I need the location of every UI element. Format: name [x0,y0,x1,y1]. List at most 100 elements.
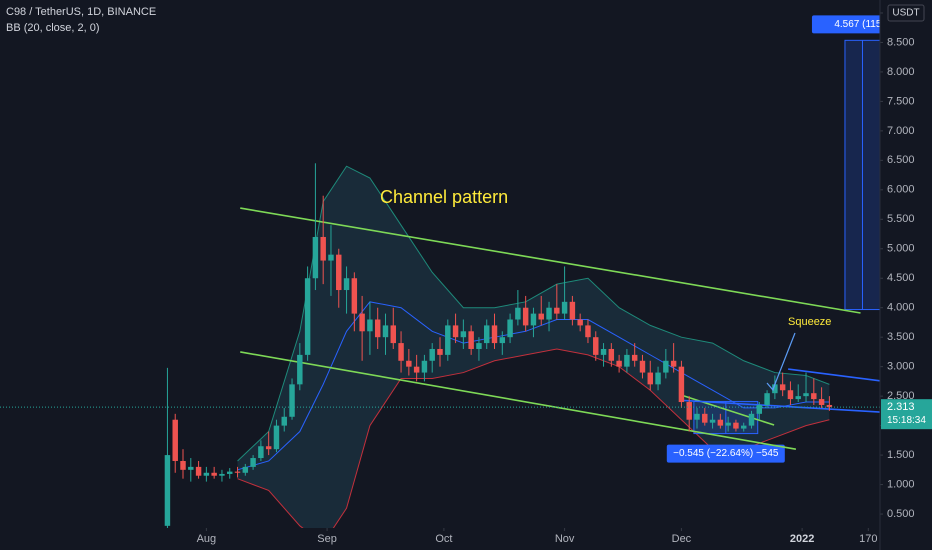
candle-body [717,419,724,426]
y-tick-label: 4.500 [887,272,915,284]
candle-body [468,331,474,349]
trendline [240,351,797,450]
candle-body [234,471,241,473]
candle-body [242,466,249,473]
candle-body [429,348,435,361]
y-tick-label: 7.500 [887,95,915,107]
candle-body [647,372,653,385]
y-tick-label: 5.500 [887,213,915,225]
price-badge-label: 2.313 [887,401,915,413]
axes: 0.5001.0001.5002.0002.5003.0003.5004.000… [197,0,932,550]
candle-body [507,319,513,338]
price-badge [881,399,932,430]
currency-badge [887,4,925,22]
y-tick-label: 3.500 [887,331,915,343]
y-tick-label: 0.500 [887,508,915,520]
candle-body [351,278,358,314]
candle-body [476,343,482,349]
annotation-text: Squeeze [788,316,831,328]
candle-body [413,366,420,373]
x-tick-label: Nov [555,533,575,545]
candle-body [663,360,669,373]
candle-body [554,307,560,314]
candle-body [515,307,521,320]
y-tick-label: 7.000 [887,125,915,137]
annotation-text: Channel pattern [380,187,508,207]
x-tick-label: Oct [435,533,452,545]
candle-body [382,325,389,338]
candle-body [343,278,350,291]
y-tick-label: 5.000 [887,243,915,255]
y-tick-label: 2.500 [887,390,915,402]
candle-body [195,466,202,476]
candle-body [811,393,817,400]
trendline [680,394,775,426]
candle-body [725,422,731,426]
candle-body [336,254,342,291]
candle-body [219,473,225,476]
trendline [788,368,881,382]
countdown-label: 15:18:34 [887,415,926,426]
candle-body [406,360,412,367]
candle-body [328,254,334,261]
candle-body [390,325,396,344]
x-tick-label: Aug [197,533,217,545]
candle-body [772,384,778,394]
candle-body [569,301,576,320]
candle-body [764,393,770,405]
price-axis [880,0,932,550]
candle-body [608,348,615,361]
candle-body [740,425,747,429]
candle-body [258,446,264,459]
candle-body [320,236,326,261]
candle-body [593,337,599,355]
candle-body [826,404,833,408]
candle-body [421,360,428,373]
candle-body [374,319,381,338]
x-tick-label: Sep [317,533,337,545]
symbol-title: C98 / TetherUS, 1D, BINANCE [6,6,156,18]
candle-body [522,307,529,326]
trendline [680,399,881,413]
y-tick-label: 8.000 [887,66,915,78]
candle-body [530,313,537,326]
candle-body [203,472,210,476]
candle-body [211,472,217,476]
arrow-head [766,380,777,392]
y-tick-label: 6.000 [887,184,915,196]
candle-body [694,413,700,420]
candle-body [281,416,287,426]
y-tick-label: 3.000 [887,361,915,373]
candle-body [616,360,622,367]
arrow [772,332,796,390]
band-fill [237,166,830,544]
range-label-box [666,444,785,463]
candle-body [600,348,607,355]
x-tick-label: 2022 [790,533,814,545]
candle-body [484,325,490,344]
candle-body [538,313,544,320]
candle-body [678,366,685,403]
candle-body [265,446,272,450]
candle-body [188,466,194,470]
x-tick-label: Dec [672,533,692,545]
indicator-label: BB (20, close, 2, 0) [6,22,100,34]
y-tick-label: 1.000 [887,478,915,490]
candle-body [289,384,295,417]
candle-body [359,313,365,332]
candle-body [655,372,661,385]
candle-body [702,413,708,423]
candle-body [304,278,311,355]
candle-body [748,413,755,426]
y-tick-label: 8.500 [887,36,915,48]
candle-body [709,419,716,423]
candle-body [227,471,233,474]
range-label: −0.545 (−22.64%) −545 [673,448,779,459]
trendline [240,207,861,314]
candle-body [312,236,319,279]
candle-body [297,354,303,385]
x-tick-label: 170 [859,533,877,545]
time-axis [0,528,880,550]
